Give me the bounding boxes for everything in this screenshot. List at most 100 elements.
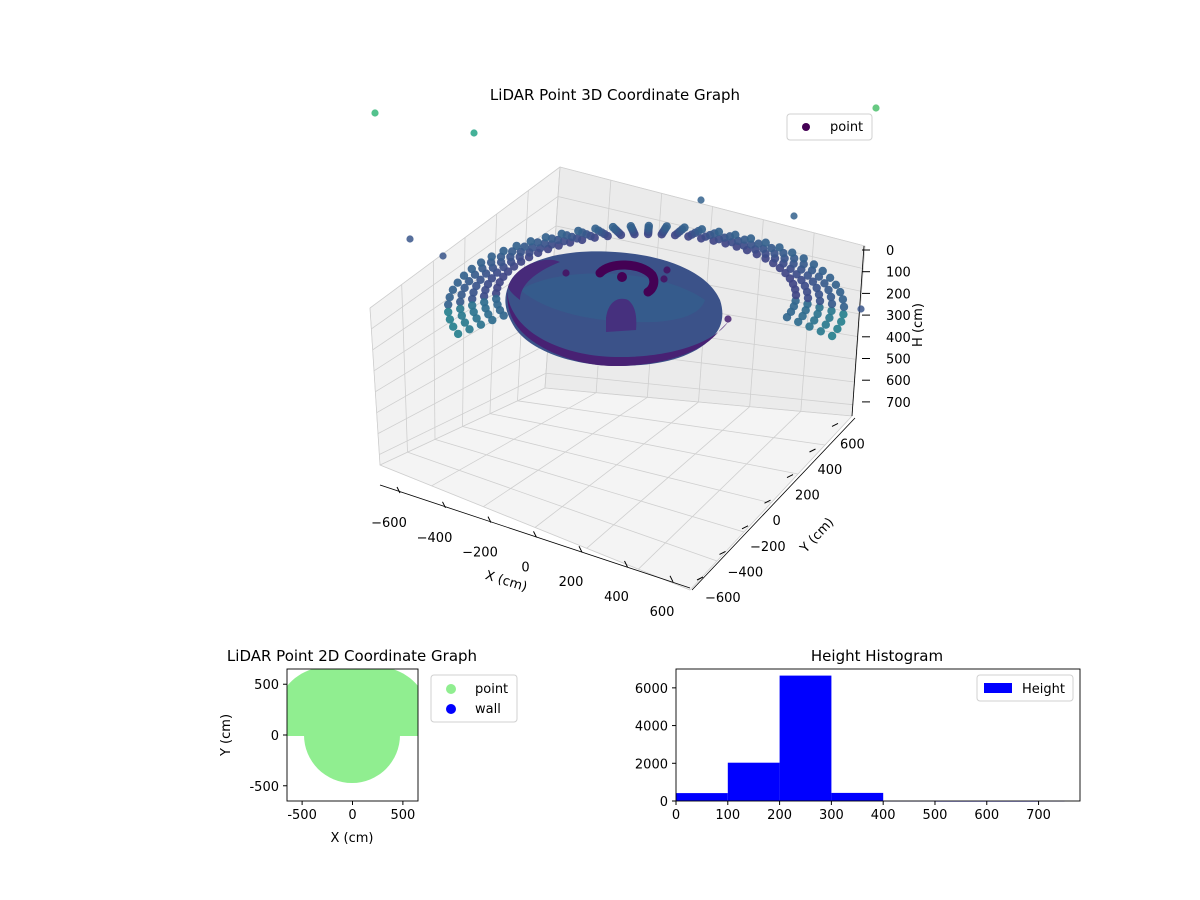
z-tick-label: 400	[886, 331, 911, 346]
point-marker	[487, 252, 496, 261]
point-marker	[825, 313, 834, 322]
point-marker	[697, 225, 707, 234]
outlier-point	[406, 235, 414, 243]
point-marker	[799, 260, 808, 269]
point-marker	[557, 229, 566, 238]
point-marker	[731, 230, 740, 239]
point-marker	[827, 306, 836, 316]
point-marker	[812, 283, 821, 293]
y-tick-label: 400	[818, 463, 843, 478]
point-marker	[644, 221, 653, 231]
point-marker	[444, 300, 453, 309]
y-tick-label: 0	[271, 729, 279, 744]
point-marker	[468, 301, 477, 310]
outlier-point	[724, 315, 732, 323]
histogram-bar	[831, 792, 884, 801]
point-marker	[827, 299, 837, 309]
y-tick-label: −400	[728, 565, 764, 580]
point-marker	[456, 297, 465, 306]
point-marker	[453, 278, 462, 287]
point-marker	[456, 304, 465, 313]
point-marker	[467, 264, 476, 274]
legend-label-point: point	[830, 120, 863, 135]
point-marker	[445, 315, 455, 324]
y-tick-label: 2000	[635, 757, 668, 772]
z-tick-label: 100	[886, 266, 911, 281]
outlier-point	[857, 305, 865, 313]
histogram-bar	[676, 793, 728, 801]
point-marker	[469, 288, 478, 297]
histogram-ticks: 0 100 200 300 400 500 600 700 0 2000 4000 6000	[635, 682, 1051, 823]
y-tick-label: 0	[773, 514, 781, 529]
z-tick-label: 300	[886, 309, 911, 324]
chart-3d-center-point	[617, 272, 627, 282]
point-marker	[820, 279, 829, 288]
outlier-point	[660, 275, 668, 283]
outlier-point	[439, 252, 447, 260]
y-tick-mark	[741, 525, 749, 530]
x-tick-label: 500	[390, 808, 415, 823]
point-marker	[818, 266, 827, 276]
point-marker	[526, 237, 535, 246]
x-tick-mark	[624, 560, 628, 568]
point-marker	[541, 233, 550, 242]
point-marker	[459, 271, 469, 280]
point-marker	[460, 283, 469, 293]
x-tick-label: 0	[672, 808, 680, 823]
outlier-point	[697, 196, 705, 204]
point-marker	[794, 317, 803, 327]
y-tick-mark	[719, 550, 726, 555]
point-marker	[824, 285, 833, 295]
chart-2d: LiDAR Point 2D Coordinate Graph -500 0 500…	[219, 647, 518, 846]
point-marker	[512, 241, 521, 251]
point-marker	[821, 320, 830, 329]
z-tick-label: 0	[886, 244, 894, 259]
point-marker	[449, 322, 458, 331]
chart-2d-ticks: -500 0 500 -500 0 500	[249, 678, 415, 823]
point-marker	[788, 248, 797, 257]
chart-3d-title: LiDAR Point 3D Coordinate Graph	[490, 86, 740, 104]
legend-marker-point	[802, 123, 810, 131]
point-marker	[746, 234, 756, 243]
point-marker	[714, 227, 724, 236]
y-tick-mark	[809, 448, 816, 453]
point-marker	[448, 285, 458, 294]
x-tick-label: 400	[871, 808, 896, 823]
point-marker	[808, 277, 818, 286]
x-tick-label: 600	[650, 605, 675, 620]
x-tick-label: 600	[974, 808, 999, 823]
histogram-bars	[676, 675, 1065, 802]
chart-3d-zlabel: H (cm)	[911, 303, 926, 347]
point-marker	[574, 226, 583, 236]
legend-label-wall: wall	[475, 702, 501, 717]
point-marker	[465, 325, 474, 334]
chart-2d-title: LiDAR Point 2D Coordinate Graph	[227, 647, 477, 665]
chart-3d-ylabel: Y (cm)	[797, 515, 837, 557]
point-marker	[680, 223, 689, 232]
point-marker	[591, 224, 600, 233]
x-tick-label: 200	[767, 808, 792, 823]
y-tick-label: −600	[705, 591, 741, 606]
chart-histogram: Height Histogram 0 100 200 300 400 500 600 7000…	[635, 647, 1081, 823]
histogram-bar	[727, 762, 780, 801]
legend-label-point: point	[475, 682, 508, 697]
point-marker	[499, 311, 508, 320]
chart-3d-bowl-surface	[505, 251, 728, 366]
x-tick-label: 0	[348, 808, 356, 823]
point-marker	[608, 222, 618, 232]
chart-3d-legend: point	[786, 113, 873, 141]
point-marker	[797, 275, 806, 285]
histogram-plot-frame	[675, 668, 1081, 802]
point-marker	[476, 275, 485, 284]
y-tick-mark	[696, 576, 704, 581]
chart-3d-point-cloud	[444, 221, 849, 341]
point-marker	[740, 235, 749, 244]
point-marker	[472, 314, 481, 323]
y-tick-mark	[764, 499, 771, 504]
x-tick-label: -500	[287, 808, 317, 823]
x-tick-label: 400	[604, 590, 629, 605]
point-marker	[767, 243, 776, 253]
point-marker	[799, 254, 808, 263]
outlier-point	[562, 269, 570, 277]
